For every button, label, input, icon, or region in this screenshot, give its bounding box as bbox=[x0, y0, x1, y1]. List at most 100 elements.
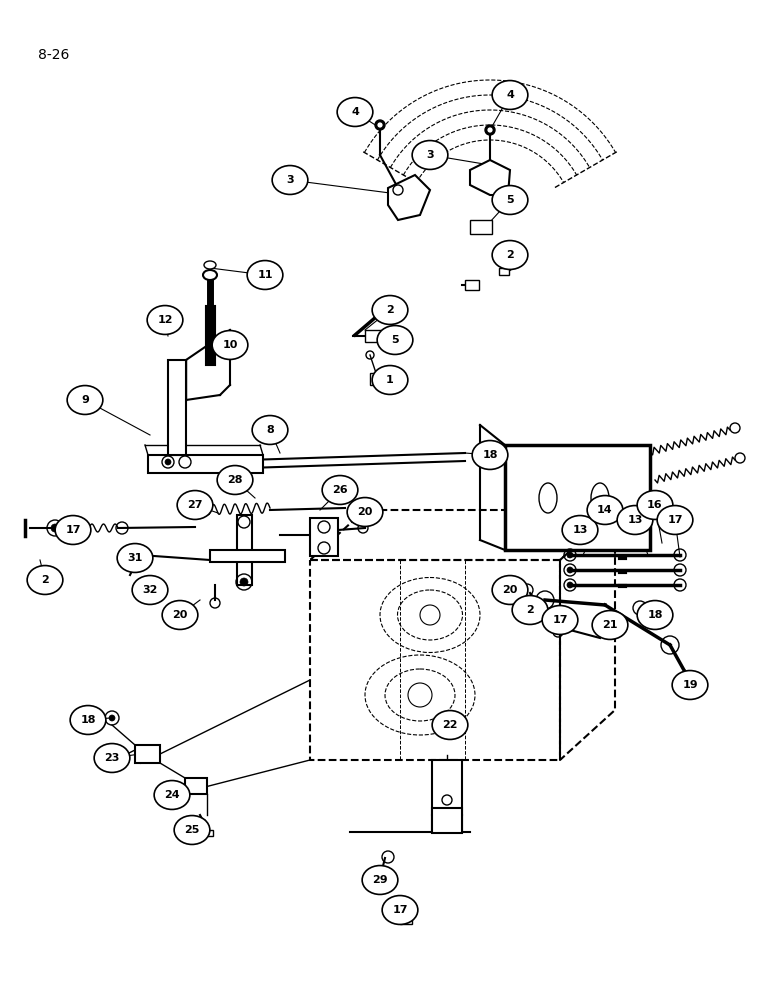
Circle shape bbox=[567, 567, 573, 573]
Bar bbox=[365, 330, 381, 342]
Ellipse shape bbox=[492, 81, 528, 109]
Ellipse shape bbox=[382, 896, 418, 924]
Text: 8-26: 8-26 bbox=[38, 48, 69, 62]
Text: 4: 4 bbox=[506, 90, 514, 100]
Bar bbox=[499, 268, 509, 275]
Ellipse shape bbox=[637, 601, 673, 629]
Ellipse shape bbox=[147, 306, 183, 334]
Text: 10: 10 bbox=[222, 340, 238, 350]
Text: 18: 18 bbox=[647, 610, 663, 620]
Bar bbox=[185, 778, 207, 794]
Ellipse shape bbox=[617, 506, 653, 534]
Ellipse shape bbox=[372, 296, 408, 324]
Text: 26: 26 bbox=[332, 485, 348, 495]
Ellipse shape bbox=[247, 261, 283, 289]
Text: 2: 2 bbox=[386, 305, 394, 315]
Text: 24: 24 bbox=[164, 790, 180, 800]
Ellipse shape bbox=[412, 141, 448, 169]
Text: 12: 12 bbox=[158, 315, 172, 325]
Circle shape bbox=[165, 459, 171, 465]
Bar bbox=[375, 877, 389, 885]
Ellipse shape bbox=[27, 566, 63, 594]
Circle shape bbox=[375, 120, 385, 130]
Polygon shape bbox=[470, 160, 510, 195]
Ellipse shape bbox=[347, 498, 383, 526]
Bar bbox=[210, 550, 285, 562]
Ellipse shape bbox=[337, 98, 373, 126]
Bar bbox=[168, 360, 186, 455]
Ellipse shape bbox=[472, 441, 508, 469]
Ellipse shape bbox=[203, 270, 217, 280]
Circle shape bbox=[487, 127, 493, 133]
Ellipse shape bbox=[492, 241, 528, 269]
Ellipse shape bbox=[378, 326, 413, 354]
Ellipse shape bbox=[204, 261, 216, 269]
Text: 17: 17 bbox=[667, 515, 682, 525]
Bar bbox=[400, 916, 412, 924]
Ellipse shape bbox=[212, 331, 248, 359]
Text: 32: 32 bbox=[142, 585, 158, 595]
Circle shape bbox=[485, 125, 495, 135]
Circle shape bbox=[240, 578, 248, 586]
Circle shape bbox=[567, 582, 573, 588]
Text: 23: 23 bbox=[105, 753, 119, 763]
Ellipse shape bbox=[362, 866, 398, 894]
Text: 18: 18 bbox=[482, 450, 498, 460]
Text: 20: 20 bbox=[502, 585, 518, 595]
Ellipse shape bbox=[372, 366, 408, 394]
Ellipse shape bbox=[542, 606, 578, 634]
Ellipse shape bbox=[562, 516, 597, 544]
Ellipse shape bbox=[657, 506, 693, 534]
Bar bbox=[432, 808, 462, 833]
Text: 5: 5 bbox=[392, 335, 399, 345]
Ellipse shape bbox=[117, 544, 153, 572]
Bar bbox=[310, 560, 560, 760]
Ellipse shape bbox=[70, 706, 106, 734]
Text: 29: 29 bbox=[372, 875, 388, 885]
Text: 25: 25 bbox=[184, 825, 200, 835]
Bar bbox=[370, 373, 386, 385]
Ellipse shape bbox=[154, 781, 190, 809]
Text: 9: 9 bbox=[81, 395, 89, 405]
Ellipse shape bbox=[55, 516, 90, 544]
Text: 2: 2 bbox=[506, 250, 514, 260]
Text: 20: 20 bbox=[357, 507, 373, 517]
Ellipse shape bbox=[67, 386, 103, 414]
Ellipse shape bbox=[587, 496, 623, 524]
Ellipse shape bbox=[94, 744, 129, 772]
Ellipse shape bbox=[162, 601, 198, 629]
Ellipse shape bbox=[217, 466, 253, 494]
Circle shape bbox=[152, 317, 164, 329]
Ellipse shape bbox=[432, 711, 468, 739]
Text: 2: 2 bbox=[526, 605, 534, 615]
Text: 8: 8 bbox=[266, 425, 274, 435]
Text: 3: 3 bbox=[426, 150, 434, 160]
Circle shape bbox=[567, 552, 573, 558]
Text: 13: 13 bbox=[573, 525, 587, 535]
Ellipse shape bbox=[272, 166, 308, 194]
Ellipse shape bbox=[492, 186, 528, 214]
Ellipse shape bbox=[322, 476, 358, 504]
Text: 28: 28 bbox=[227, 475, 243, 485]
Text: 22: 22 bbox=[442, 720, 458, 730]
Circle shape bbox=[51, 524, 59, 532]
Text: 21: 21 bbox=[602, 620, 618, 630]
Bar bbox=[505, 445, 650, 550]
Text: 16: 16 bbox=[647, 500, 663, 510]
Text: 14: 14 bbox=[597, 505, 613, 515]
Text: 17: 17 bbox=[552, 615, 568, 625]
Ellipse shape bbox=[177, 491, 213, 519]
Text: 20: 20 bbox=[172, 610, 188, 620]
Text: 18: 18 bbox=[80, 715, 96, 725]
Bar bbox=[470, 220, 492, 234]
Polygon shape bbox=[388, 175, 430, 220]
Ellipse shape bbox=[592, 611, 628, 639]
Text: 11: 11 bbox=[257, 270, 273, 280]
Bar bbox=[237, 515, 252, 585]
Text: 1: 1 bbox=[386, 375, 394, 385]
Text: 5: 5 bbox=[506, 195, 514, 205]
Circle shape bbox=[377, 122, 383, 128]
Text: 31: 31 bbox=[127, 553, 143, 563]
Bar bbox=[205, 830, 213, 836]
Text: 4: 4 bbox=[351, 107, 359, 117]
